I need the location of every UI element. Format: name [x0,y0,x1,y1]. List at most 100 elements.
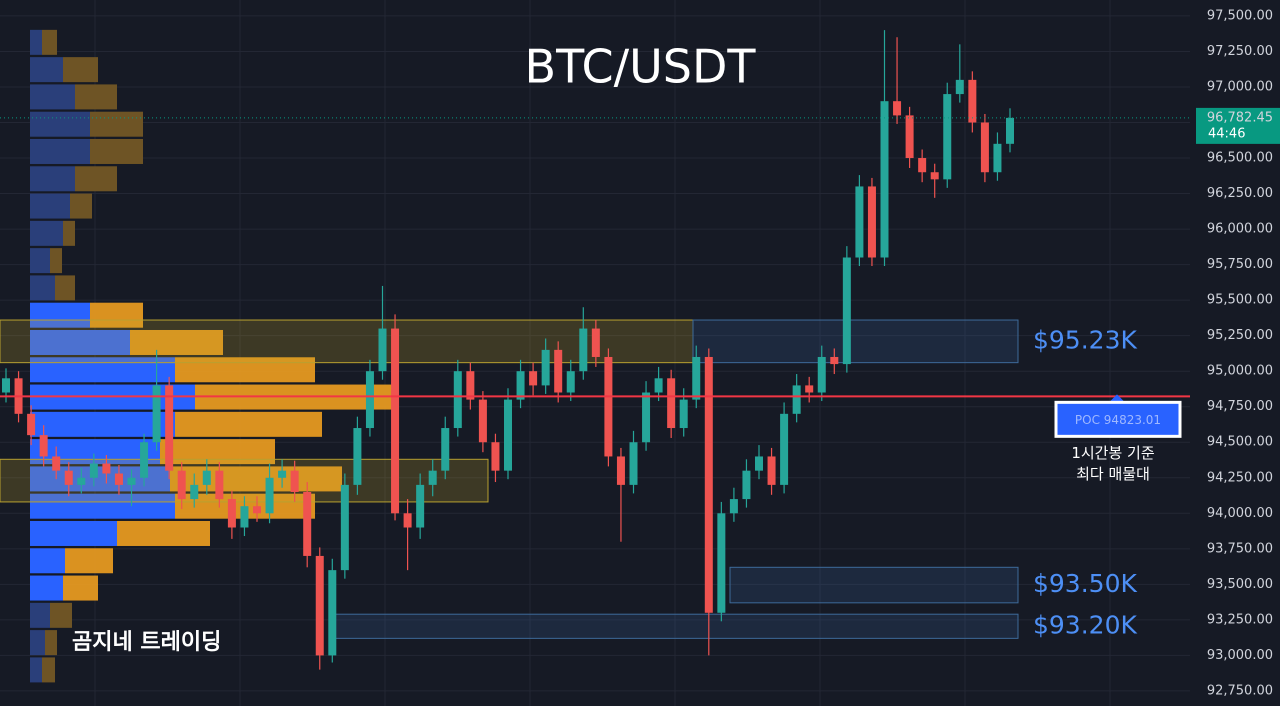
candle-body [441,428,450,471]
zone-label: $93.50K [1033,569,1137,598]
candle-body [127,477,136,485]
candle-body [654,378,663,393]
profile-buy [30,329,130,355]
candle-body [930,172,939,180]
y-tick-label: 97,000.00 [1207,79,1273,94]
candle-body [478,399,487,443]
candle-body [27,413,36,436]
candle-body [328,570,337,656]
profile-buy [30,411,175,437]
profile-sell [50,248,62,274]
profile-buy [30,302,90,328]
candle-body [265,477,274,514]
candle-body [77,477,86,485]
last-price-box [1196,107,1280,144]
candle-body [767,456,776,485]
profile-sell [117,520,210,546]
candle-body [792,385,801,414]
candle-body [867,186,876,258]
profile-sell [42,29,57,55]
candle-body [529,371,538,386]
zone-blue [329,613,1019,639]
profile-sell [65,548,113,574]
profile-buy [30,493,175,519]
y-tick-label: 95,000.00 [1207,364,1273,379]
profile-buy [30,575,63,601]
profile-sell [90,138,143,164]
candle-body [114,473,123,485]
candle-body [177,470,186,500]
candle-body [152,385,161,443]
profile-sell [70,193,92,219]
candle-body [340,484,349,571]
candle-body [466,371,475,400]
profile-sell [63,575,98,601]
countdown: 44:46 [1208,126,1245,141]
candle-body [428,470,437,485]
candle-body [855,186,864,258]
candle-body [516,371,525,400]
candle-body [717,513,726,613]
profile-buy [30,248,50,274]
y-tick-label: 97,250.00 [1207,44,1273,59]
candle-body [240,506,249,528]
poc-pointer [1110,394,1124,402]
candle-body [353,428,362,485]
profile-sell [160,439,275,465]
y-tick-label: 95,500.00 [1207,293,1273,308]
candle-body [993,143,1002,173]
profile-sell [75,84,117,110]
profile-buy [30,602,50,628]
profile-buy [30,84,75,110]
candle-body [893,101,902,116]
candle-body [303,491,312,556]
y-tick-label: 94,750.00 [1207,399,1273,414]
candle-body [880,101,889,258]
watermark: 곰지네 트레이딩 [72,630,221,655]
zone-blue [729,566,1019,604]
candle-body [227,499,236,528]
candle-body [918,158,927,173]
candle-body [968,79,977,123]
poc-note: 1시간봉 기준 [1071,444,1155,462]
candle-body [202,470,211,485]
candle-body [378,328,387,372]
candle-body [403,513,412,528]
profile-sell [63,57,98,83]
candle-body [2,378,10,393]
profile-buy [30,29,42,55]
y-tick-label: 94,000.00 [1207,506,1273,521]
candle-body [780,413,789,485]
profile-buy [30,220,63,246]
profile-sell [55,275,75,301]
poc-box [1054,400,1182,438]
zone-label: $95.23K [1033,325,1137,354]
candle-body [817,356,826,393]
profile-sell [130,329,223,355]
profile-buy [30,111,90,137]
y-tick-label: 96,000.00 [1207,222,1273,237]
candle-body [566,371,575,393]
y-tick-label: 95,750.00 [1207,257,1273,272]
y-tick-label: 96,500.00 [1207,151,1273,166]
profile-sell [170,466,342,492]
candle-body [679,399,688,429]
profile-sell [50,602,72,628]
last-price-label: 96,782.45 [1207,110,1273,125]
candle-body [591,328,600,357]
candle-body [102,463,111,474]
y-tick-label: 94,500.00 [1207,435,1273,450]
candle-body [704,356,713,613]
profile-sell [75,166,117,192]
profile-sell [63,220,75,246]
candle-body [1006,117,1014,144]
poc-label: POC 94823.01 [1075,413,1161,427]
candle-body [554,349,563,393]
candle-body [253,506,261,514]
profile-sell [90,111,143,137]
profile-buy [30,166,75,192]
candle-body [290,470,299,492]
candle-body [667,378,676,429]
y-tick-label: 94,250.00 [1207,470,1273,485]
